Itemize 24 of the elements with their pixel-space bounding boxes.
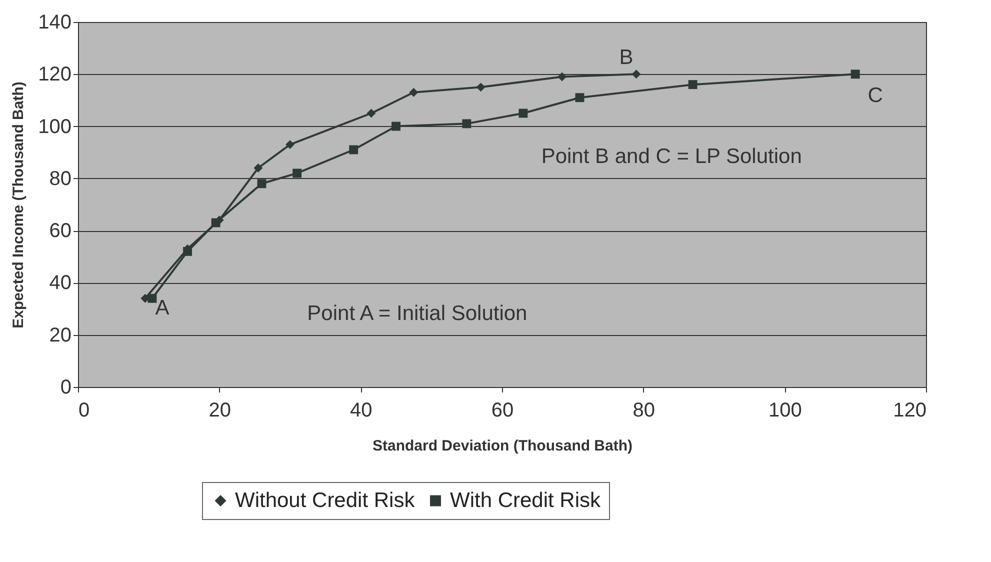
y-tick-label: 60 [49,220,72,242]
x-tick-label: 120 [893,400,926,422]
y-tick-label: 80 [49,168,72,190]
annotation: C [868,84,883,108]
legend-label: With Credit Risk [450,488,602,512]
y-tick-label: 40 [49,272,72,294]
y-tick-label: 120 [38,64,72,86]
y-tick-label: 100 [38,116,72,138]
x-tick-label: 60 [491,400,514,422]
x-tick-label: 20 [208,400,231,422]
x-tick-label: 0 [78,400,90,422]
x-tick-label: 40 [350,400,372,422]
y-tick-label: 0 [60,376,72,398]
y-tick-label: 140 [38,12,72,34]
annotation: A [155,296,170,320]
x-axis-title: Standard Deviation (Thousand Bath) [372,438,633,454]
annotation: Point A = Initial Solution [307,302,528,325]
annotation: Point B and C = LP Solution [541,145,802,168]
y-tick-label: 20 [49,324,72,346]
legend-label: Without Credit Risk [235,488,416,512]
x-tick-label: 100 [768,400,802,422]
y-axis-title: Expected Income (Thousand Bath) [10,82,28,328]
x-tick-label: 80 [632,400,655,422]
annotation: B [619,46,634,70]
